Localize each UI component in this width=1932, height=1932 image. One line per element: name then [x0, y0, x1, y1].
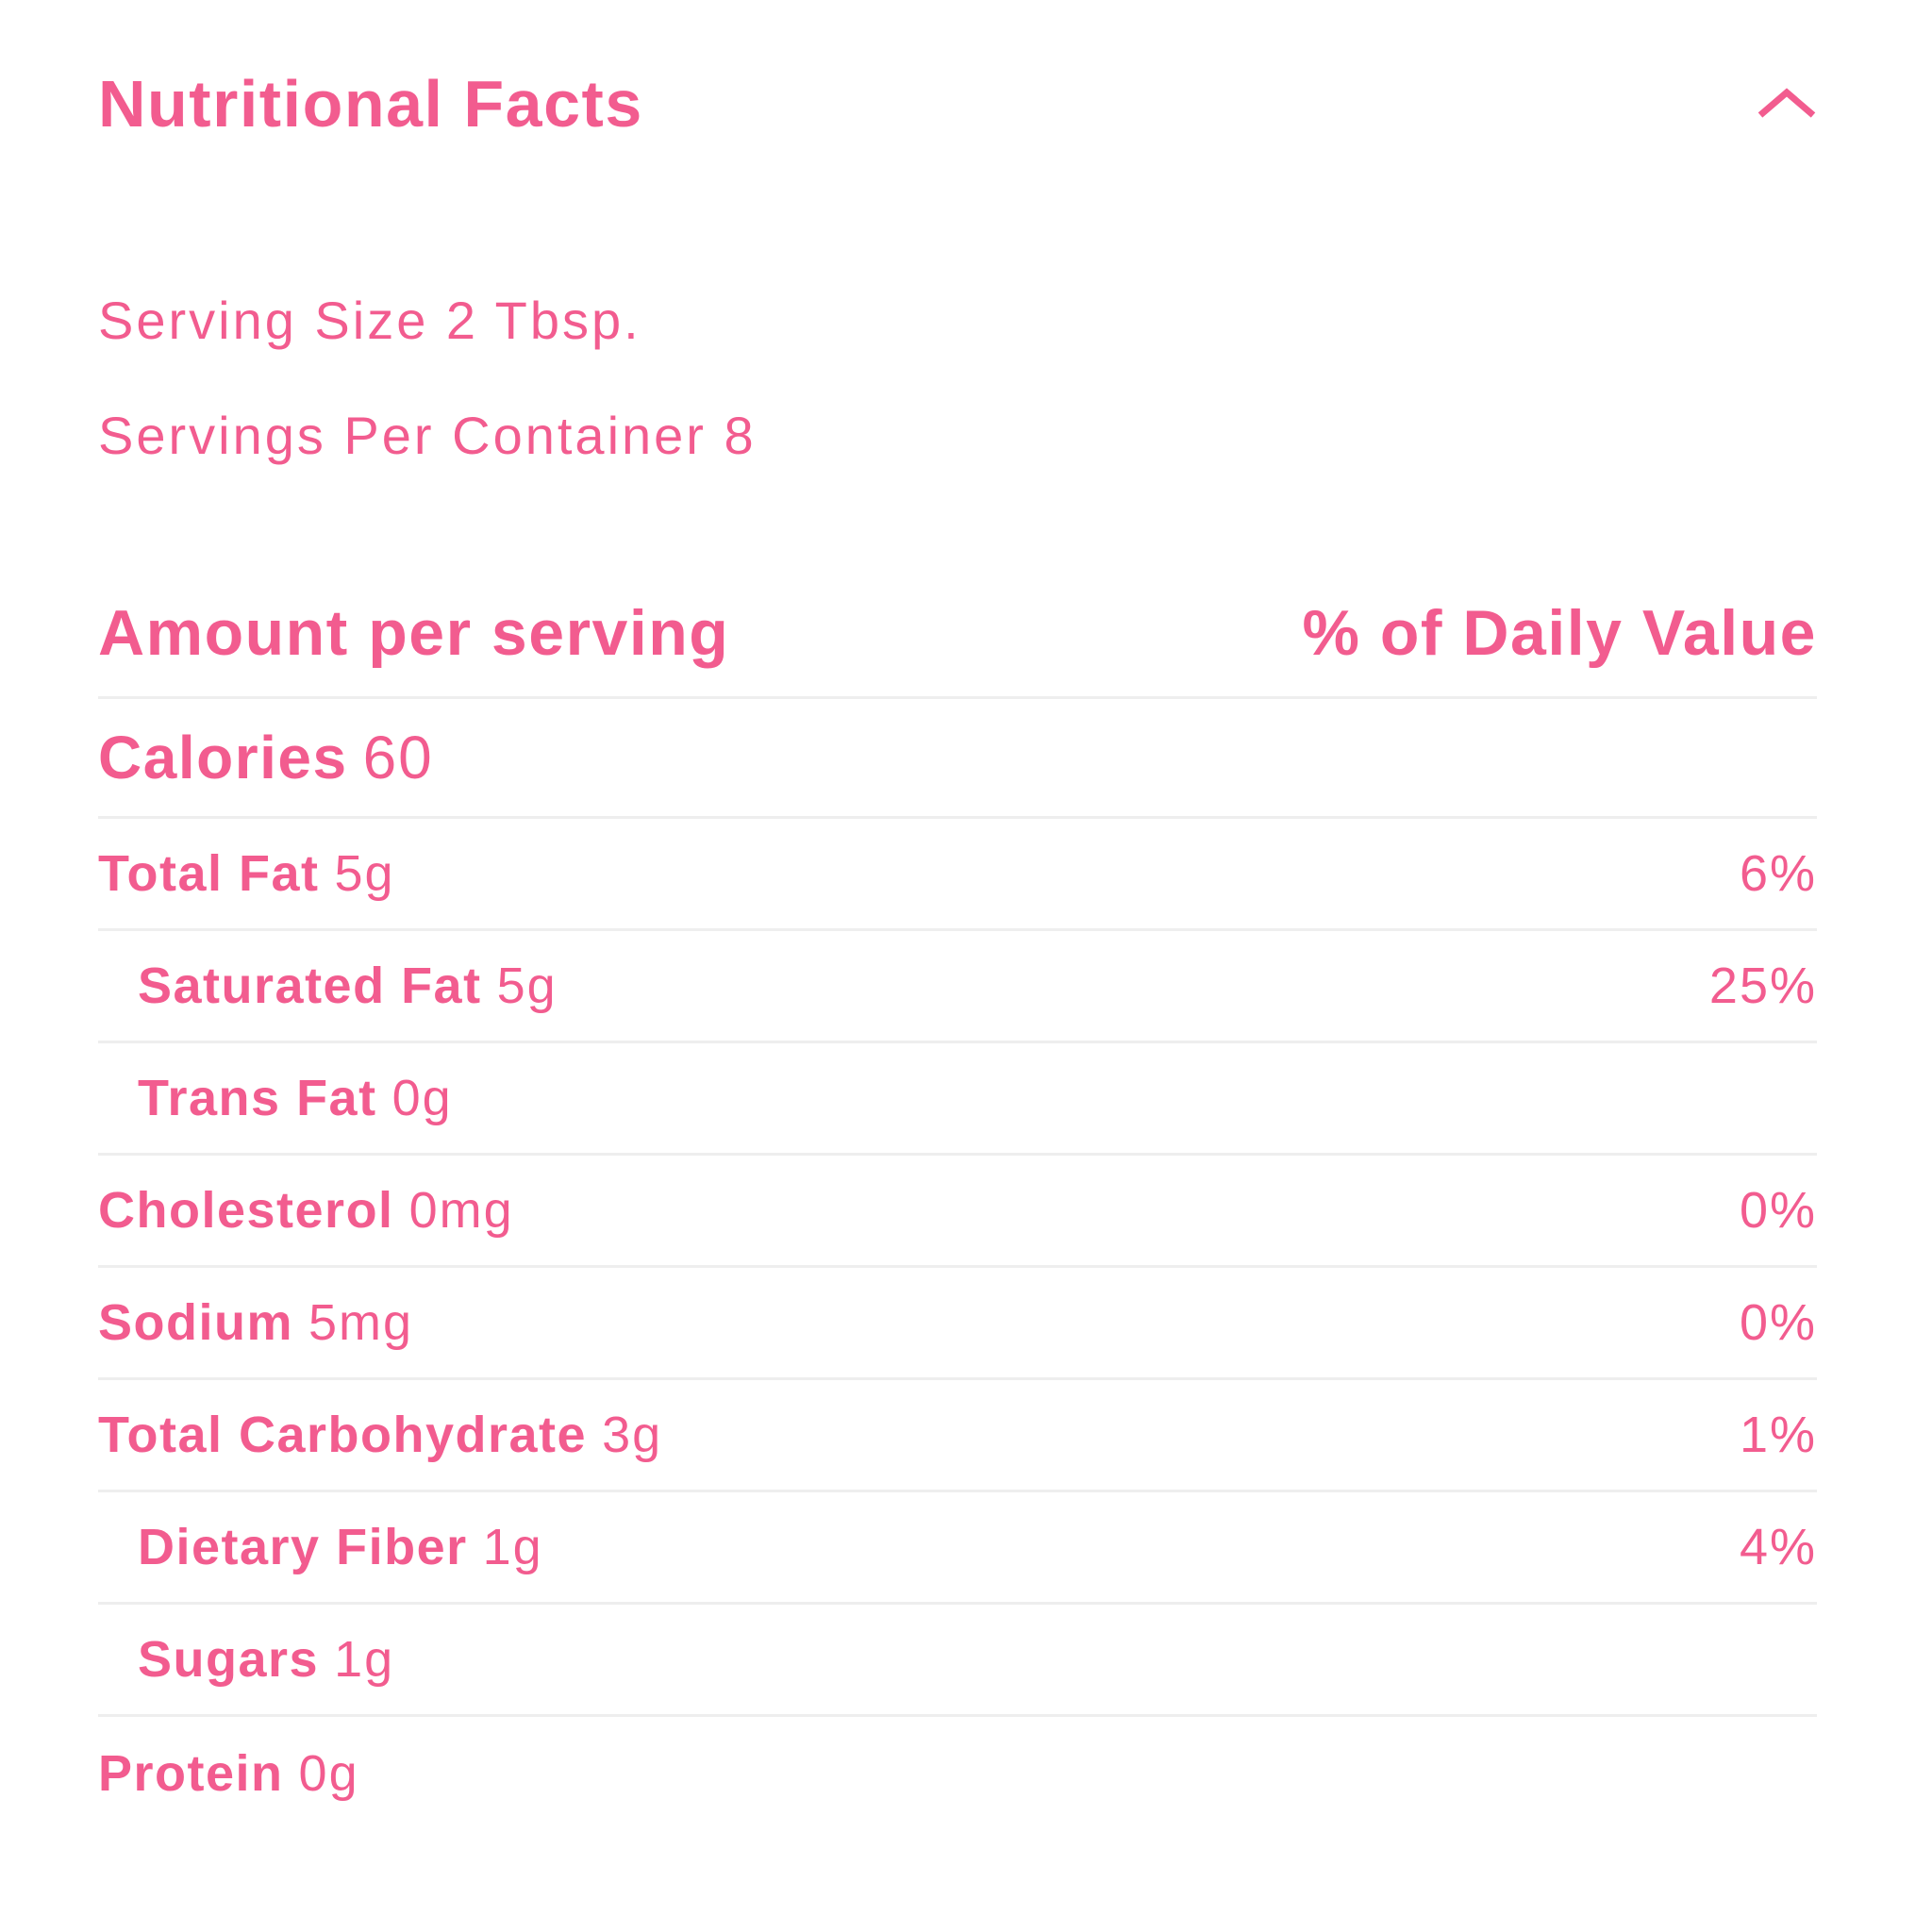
accordion-header[interactable]: Nutritional Facts: [98, 57, 1817, 151]
nutrient-row: Total Fat 5g 6%: [98, 819, 1817, 931]
nutrient-label: Protein: [98, 1744, 284, 1802]
calories-label: Calories: [98, 724, 348, 791]
nutrient-label: Sugars: [138, 1631, 320, 1688]
nutrient-amount: 1g: [334, 1631, 395, 1688]
daily-value-header: % of Daily Value: [1302, 597, 1817, 669]
table-header-row: Amount per serving % of Daily Value: [98, 596, 1817, 699]
amount-per-serving-header: Amount per serving: [98, 597, 730, 669]
nutrient-row: Sugars 1g: [98, 1605, 1817, 1717]
nutrient-daily-value: 4%: [1739, 1519, 1817, 1575]
nutrient-label-group: Protein 0g: [98, 1744, 359, 1803]
nutrient-amount: 5g: [496, 958, 558, 1014]
nutrition-table: Amount per serving % of Daily Value Calo…: [98, 596, 1817, 1829]
nutrient-amount: 3g: [602, 1407, 663, 1463]
chevron-up-icon: [1757, 88, 1816, 118]
nutrient-label: Sodium: [98, 1294, 293, 1351]
nutrient-amount: 5g: [334, 845, 395, 902]
nutrient-row: Total Carbohydrate 3g 1%: [98, 1380, 1817, 1492]
nutrient-amount: 0g: [391, 1070, 453, 1126]
nutrient-label-group: Dietary Fiber 1g: [98, 1518, 543, 1576]
nutrient-label-group: Sugars 1g: [98, 1630, 394, 1689]
nutrient-amount: 0g: [298, 1744, 359, 1802]
nutrient-label-group: Saturated Fat 5g: [98, 957, 558, 1015]
servings-per-container-text: Servings Per Container 8: [98, 406, 757, 465]
nutrient-row: Saturated Fat 5g 25%: [98, 931, 1817, 1043]
nutrient-label-group: Total Carbohydrate 3g: [98, 1406, 662, 1464]
nutrient-amount: 1g: [482, 1519, 543, 1575]
nutrient-label: Cholesterol: [98, 1182, 394, 1239]
nutrient-label-group: Total Fat 5g: [98, 844, 395, 903]
nutrient-daily-value: 0%: [1739, 1294, 1817, 1351]
nutrient-label: Total Fat: [98, 845, 320, 902]
calories-row: Calories 60: [98, 699, 1817, 819]
nutrient-label: Trans Fat: [138, 1070, 377, 1126]
serving-size-text: Serving Size 2 Tbsp.: [98, 291, 641, 350]
serving-info: Serving Size 2 Tbsp. Servings Per Contai…: [98, 288, 1817, 469]
calories-value: 60: [362, 724, 434, 791]
section-title: Nutritional Facts: [98, 67, 643, 141]
nutrient-row: Cholesterol 0mg 0%: [98, 1156, 1817, 1268]
nutrient-label-group: Trans Fat 0g: [98, 1069, 453, 1127]
nutrient-row: Dietary Fiber 1g 4%: [98, 1492, 1817, 1605]
nutrient-label: Total Carbohydrate: [98, 1407, 588, 1463]
collapse-button[interactable]: [1757, 86, 1817, 122]
nutrient-daily-value: 1%: [1739, 1407, 1817, 1463]
calories-label-group: Calories 60: [98, 723, 434, 792]
nutrient-amount: 5mg: [308, 1294, 414, 1351]
nutrient-label-group: Sodium 5mg: [98, 1293, 413, 1352]
nutrient-label: Saturated Fat: [138, 958, 482, 1014]
nutrient-label-group: Cholesterol 0mg: [98, 1181, 514, 1240]
nutritional-facts-panel: Nutritional Facts Serving Size 2 Tbsp. S…: [98, 57, 1817, 1829]
nutrient-daily-value: 25%: [1708, 958, 1817, 1014]
nutrient-daily-value: 6%: [1739, 845, 1817, 902]
nutrient-row: Protein 0g: [98, 1717, 1817, 1829]
nutrient-label: Dietary Fiber: [138, 1519, 468, 1575]
nutrient-row: Trans Fat 0g: [98, 1043, 1817, 1156]
nutrient-daily-value: 0%: [1739, 1182, 1817, 1239]
nutrient-row: Sodium 5mg 0%: [98, 1268, 1817, 1380]
nutrient-rows: Total Fat 5g 6% Saturated Fat 5g 25% Trans Fat…: [98, 819, 1817, 1829]
nutrient-amount: 0mg: [408, 1182, 514, 1239]
